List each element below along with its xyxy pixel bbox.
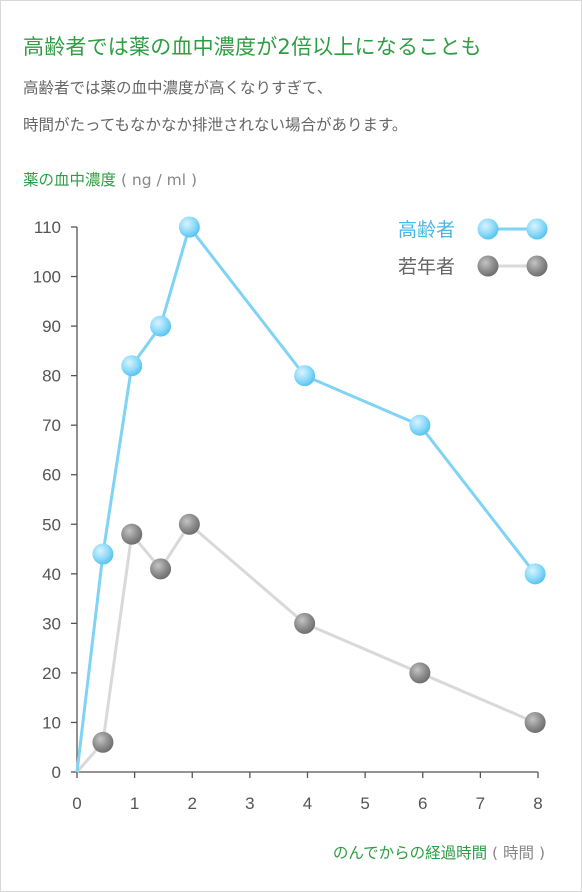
data-point-elderly: [409, 414, 431, 436]
x-axis-unit: ( 時間 ): [492, 844, 545, 862]
legend-marker-elderly: [477, 218, 499, 240]
data-point-elderly: [294, 365, 316, 387]
x-tick-label: 2: [188, 794, 197, 813]
y-tick-label: 20: [42, 664, 61, 683]
legend-marker-young: [477, 255, 499, 277]
x-tick-label: 5: [360, 794, 369, 813]
legend-marker-young: [526, 255, 548, 277]
data-point-young: [524, 711, 546, 733]
y-tick-label: 40: [42, 565, 61, 584]
chart-title: 高齢者では薬の血中濃度が2倍以上になることも: [23, 35, 482, 59]
data-point-young: [178, 513, 200, 535]
y-tick-label: 50: [42, 515, 61, 534]
legend-label-elderly: 高齢者: [398, 219, 455, 241]
y-tick-label: 10: [42, 713, 61, 732]
data-point-young: [294, 612, 316, 634]
data-point-young: [92, 731, 114, 753]
y-tick-label: 60: [42, 466, 61, 485]
x-tick-label: 8: [533, 794, 542, 813]
y-tick-label: 90: [42, 317, 61, 336]
y-tick-label: 0: [52, 763, 61, 782]
legend-label-young: 若年者: [398, 256, 455, 278]
y-axis-label: 薬の血中濃度: [23, 171, 117, 189]
series-line-young: [75, 522, 536, 773]
legend-marker-elderly: [526, 218, 548, 240]
subtitle-line-2: 時間がたってもなかなか排泄されない場合があります。: [23, 116, 408, 134]
x-tick-label: 6: [418, 794, 427, 813]
data-point-elderly: [121, 355, 143, 377]
subtitle-line-1: 高齢者では薬の血中濃度が高くなりすぎて、: [23, 79, 333, 97]
y-axis-title: 薬の血中濃度 ( ng / ml ): [23, 168, 197, 190]
data-point-elderly: [150, 315, 172, 337]
series-line-elderly: [75, 225, 537, 773]
y-tick-label: 80: [42, 367, 61, 386]
y-tick-label: 110: [34, 218, 61, 237]
x-tick-label: 0: [72, 794, 81, 813]
x-tick-label: 7: [476, 794, 485, 813]
x-tick-label: 4: [303, 794, 312, 813]
data-point-elderly: [524, 563, 546, 585]
x-axis-label: のんでからの経過時間: [332, 844, 488, 862]
data-point-elderly: [92, 543, 114, 565]
x-axis-title: のんでからの経過時間 ( 時間 ): [333, 841, 545, 863]
y-tick-label: 30: [42, 614, 61, 633]
x-tick-label: 3: [245, 794, 254, 813]
x-tick-label: 1: [130, 794, 139, 813]
y-axis-unit: ( ng / ml ): [120, 171, 198, 189]
data-point-elderly: [178, 216, 200, 238]
y-tick-label: 70: [42, 416, 61, 435]
data-point-young: [409, 662, 431, 684]
data-point-young: [121, 523, 143, 545]
y-tick-label: 100: [33, 268, 61, 287]
data-point-young: [150, 558, 172, 580]
